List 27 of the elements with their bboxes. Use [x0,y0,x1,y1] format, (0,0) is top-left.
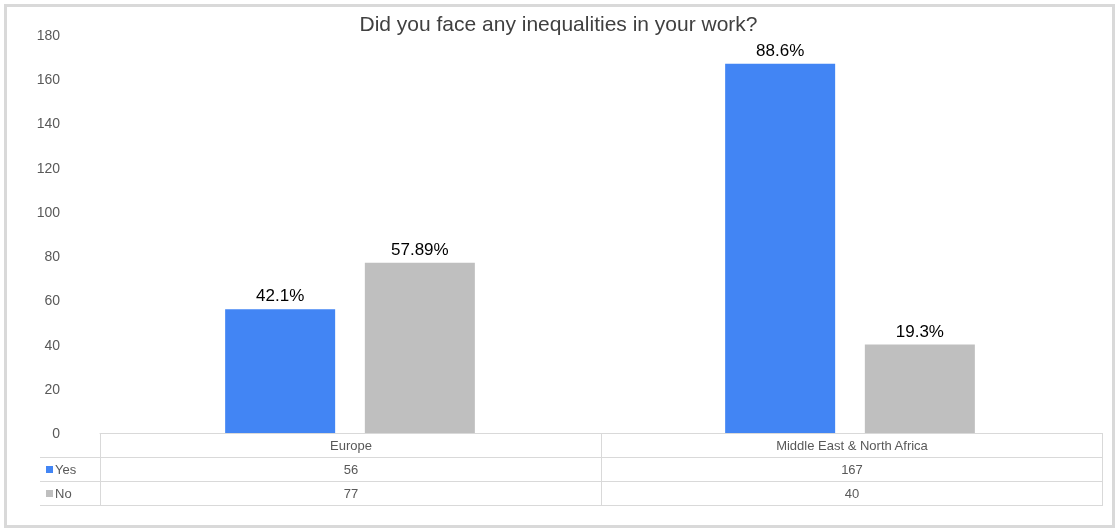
y-tick-label: 140 [36,115,61,132]
legend-label: No [40,481,101,506]
bar [364,262,475,433]
bar [864,344,975,433]
data-label: 56 [100,457,602,482]
y-tick-label: 20 [44,380,61,397]
bar [725,63,836,433]
data-label: 40 [601,481,1103,506]
y-tick-label: 180 [36,27,61,43]
annotation: 88.6% [756,40,805,60]
y-tick-label: 80 [44,248,61,265]
y-tick-label: 40 [44,336,61,353]
annotation: 19.3% [895,321,944,341]
y-tick-label: 100 [36,203,61,220]
y-tick-label: 60 [44,292,61,309]
data-label: 77 [100,481,602,506]
y-tick-label: 160 [36,71,61,88]
data-label: 167 [601,457,1103,482]
y-tick-label: 120 [36,159,61,176]
y-tick-label: 0 [52,425,61,441]
annotation: 57.89% [391,239,449,259]
legend-label: Yes [40,457,101,482]
x-tick-label: Europe [100,433,602,458]
x-tick-label: Middle East & North Africa [601,433,1103,458]
annotation: 42.1% [256,286,305,306]
chart-title: Did you face any inequalities in your work? [359,12,758,35]
bar [225,309,336,433]
